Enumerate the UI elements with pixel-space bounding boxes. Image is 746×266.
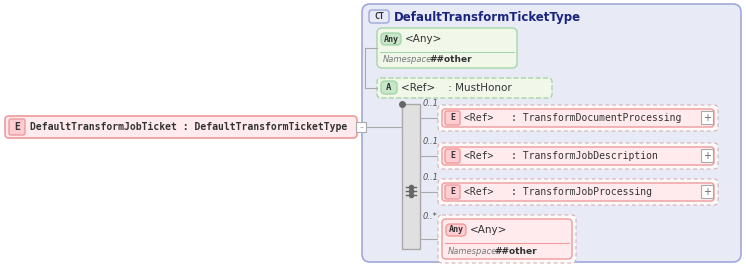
- FancyBboxPatch shape: [701, 111, 713, 124]
- FancyBboxPatch shape: [442, 147, 714, 165]
- Text: E: E: [450, 114, 455, 123]
- FancyBboxPatch shape: [438, 105, 718, 131]
- FancyBboxPatch shape: [438, 143, 718, 169]
- FancyBboxPatch shape: [369, 10, 389, 23]
- Text: 0..1: 0..1: [423, 99, 439, 108]
- FancyBboxPatch shape: [377, 78, 552, 98]
- Text: -: -: [359, 122, 363, 132]
- Text: Namespace: Namespace: [448, 247, 498, 256]
- FancyBboxPatch shape: [446, 224, 466, 236]
- Text: ##other: ##other: [494, 247, 536, 256]
- Text: <Ref>   : TransformJobProcessing: <Ref> : TransformJobProcessing: [464, 187, 652, 197]
- FancyBboxPatch shape: [438, 215, 576, 263]
- Text: <Ref>   : TransformJobDescription: <Ref> : TransformJobDescription: [464, 151, 658, 161]
- Text: <Ref>   : TransformDocumentProcessing: <Ref> : TransformDocumentProcessing: [464, 113, 681, 123]
- FancyBboxPatch shape: [381, 33, 401, 45]
- Text: 0..1: 0..1: [423, 173, 439, 182]
- Text: 0..*: 0..*: [423, 212, 438, 221]
- FancyBboxPatch shape: [445, 185, 460, 199]
- Text: 0..1: 0..1: [423, 137, 439, 146]
- FancyBboxPatch shape: [5, 116, 357, 138]
- Text: E: E: [450, 188, 455, 197]
- Text: <Ref>    : MustHonor: <Ref> : MustHonor: [401, 83, 512, 93]
- Text: DefaultTransformJobTicket : DefaultTransformTicketType: DefaultTransformJobTicket : DefaultTrans…: [30, 122, 347, 132]
- FancyBboxPatch shape: [356, 122, 366, 132]
- Text: +: +: [703, 187, 711, 197]
- FancyBboxPatch shape: [381, 81, 397, 94]
- Text: <Any>: <Any>: [405, 34, 442, 44]
- Text: E: E: [450, 152, 455, 160]
- FancyBboxPatch shape: [445, 111, 460, 125]
- FancyBboxPatch shape: [442, 109, 714, 127]
- FancyBboxPatch shape: [438, 179, 718, 205]
- Text: ##other: ##other: [429, 56, 471, 64]
- FancyBboxPatch shape: [362, 4, 741, 262]
- Text: DefaultTransformTicketType: DefaultTransformTicketType: [394, 10, 581, 23]
- Text: Any: Any: [448, 226, 463, 235]
- Text: +: +: [703, 151, 711, 161]
- Text: CT: CT: [374, 12, 384, 21]
- Text: Namespace: Namespace: [383, 56, 432, 64]
- FancyBboxPatch shape: [442, 219, 572, 259]
- Text: <Any>: <Any>: [470, 225, 507, 235]
- FancyBboxPatch shape: [402, 104, 420, 249]
- Text: E: E: [14, 122, 20, 132]
- Text: Any: Any: [383, 35, 398, 44]
- FancyBboxPatch shape: [9, 119, 25, 135]
- FancyBboxPatch shape: [701, 149, 713, 162]
- FancyBboxPatch shape: [442, 183, 714, 201]
- FancyBboxPatch shape: [445, 149, 460, 163]
- Text: +: +: [703, 113, 711, 123]
- FancyBboxPatch shape: [701, 185, 713, 198]
- Text: A: A: [386, 83, 392, 92]
- FancyBboxPatch shape: [377, 28, 517, 68]
